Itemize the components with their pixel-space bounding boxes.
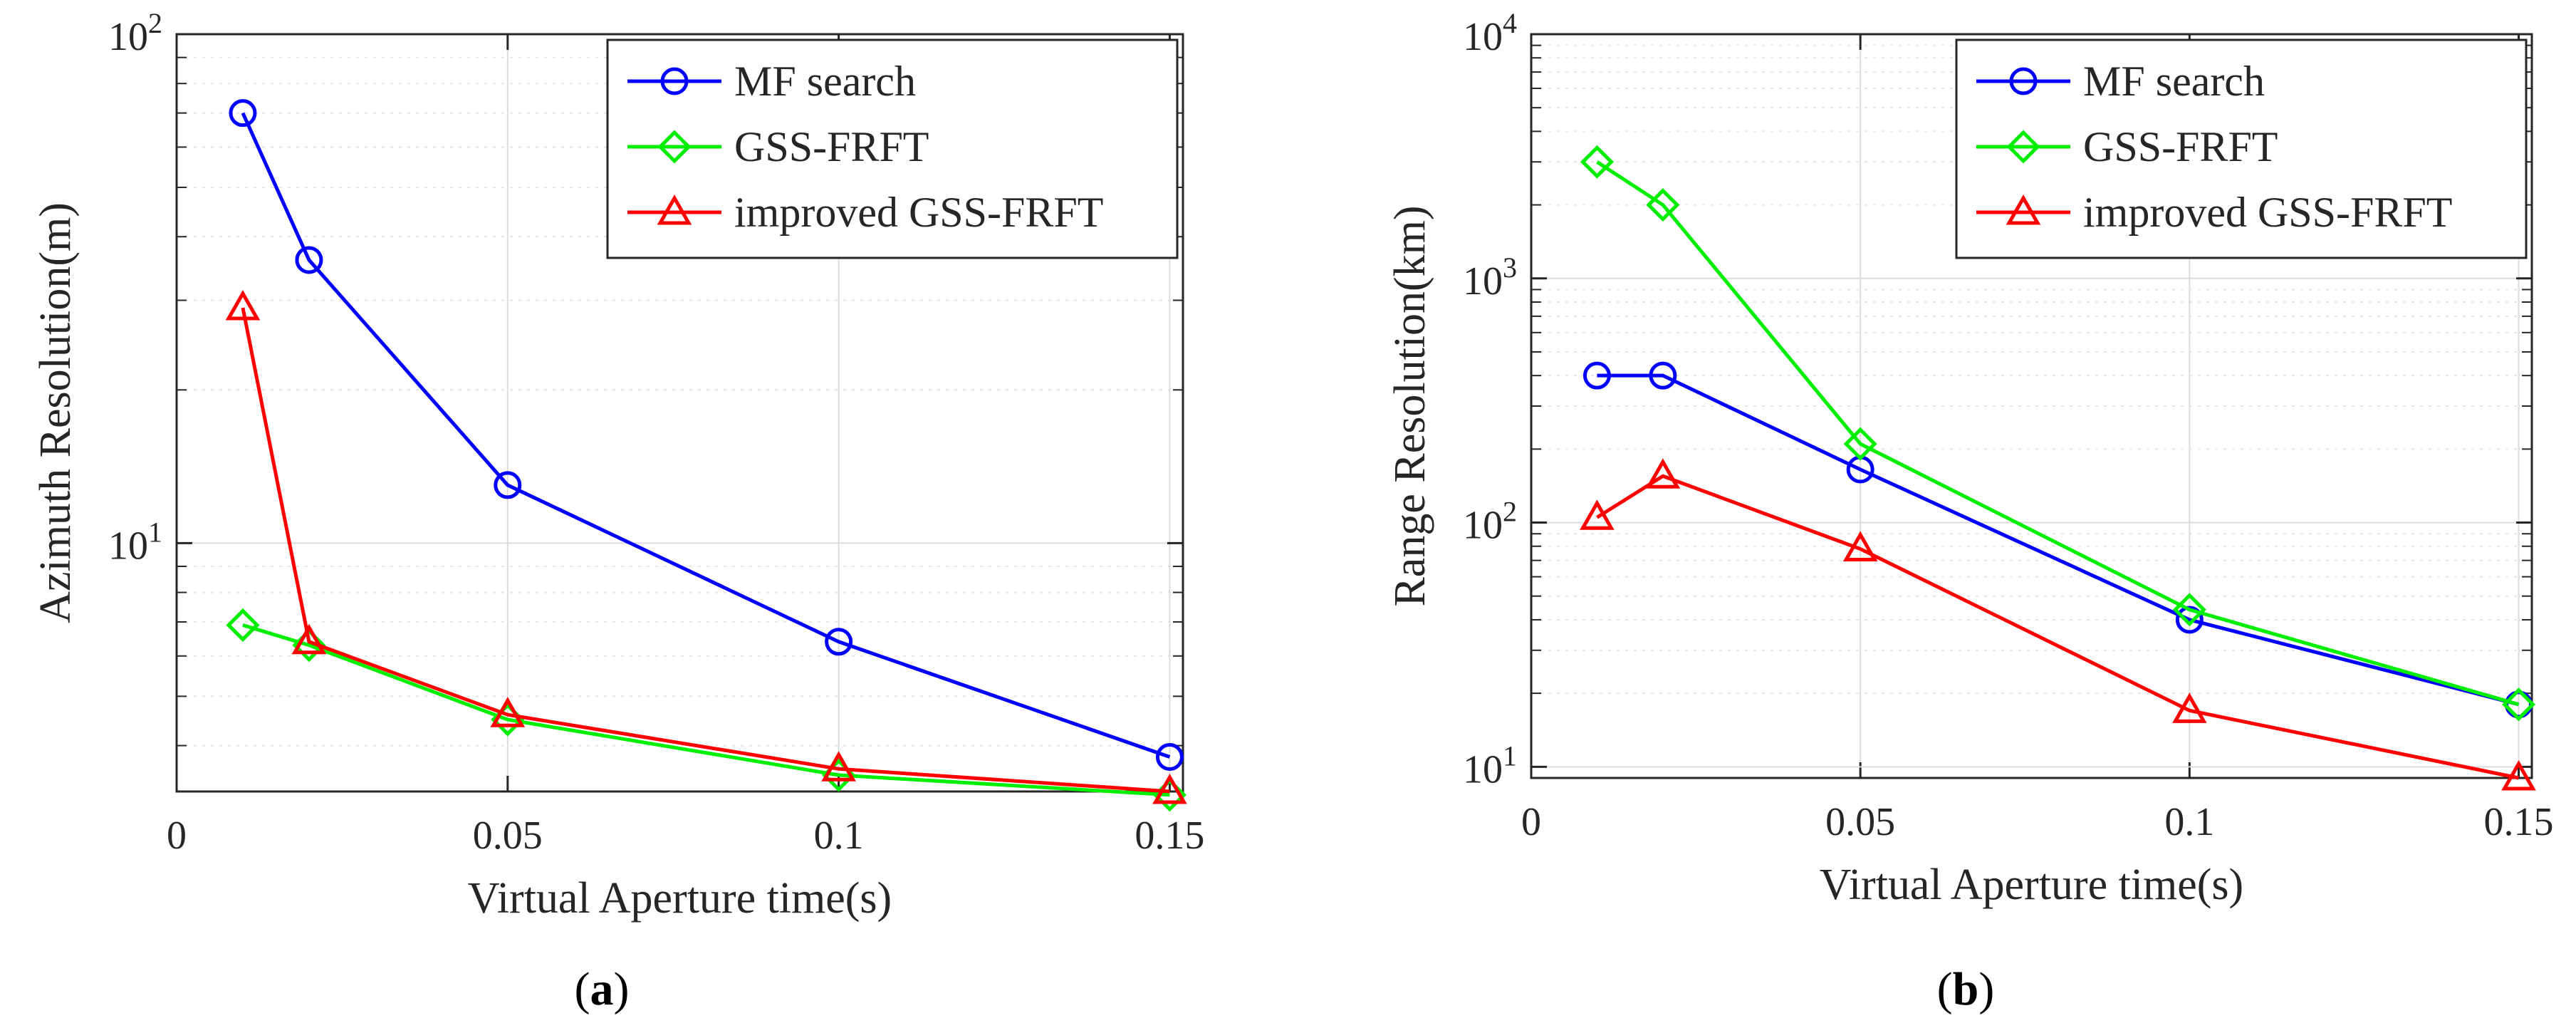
- series-1-point: [226, 608, 260, 642]
- legend-entry-0: MF search: [734, 58, 916, 105]
- y-tick-label-base: 10: [108, 524, 148, 568]
- y-tick-label-exponent: 2: [148, 7, 162, 39]
- series-2-point: [1580, 499, 1615, 530]
- x-tick-label: 0: [167, 814, 187, 858]
- series-0-point: [2175, 606, 2204, 634]
- series-line-0: [1597, 373, 2520, 707]
- series-2-point: [1645, 458, 1681, 489]
- series-1-point: [1843, 427, 1877, 461]
- series-0-point: [1582, 361, 1611, 390]
- y-tick-label-base: 10: [1463, 259, 1503, 303]
- series-2-point: [821, 751, 856, 782]
- x-tick-label: 0.1: [814, 814, 864, 858]
- caption-open-paren: (: [1937, 963, 1953, 1015]
- x-tick-label: 0.05: [1825, 800, 1895, 844]
- series-2-point: [291, 623, 327, 655]
- x-tick-label: 0.1: [2164, 800, 2214, 844]
- caption-open-paren: (: [575, 963, 590, 1015]
- y-axis-label: Range Resolution(km): [1386, 205, 1434, 606]
- y-tick-label-base: 10: [1463, 504, 1503, 548]
- y-tick-label: 104: [1463, 7, 1517, 59]
- series-1-point: [292, 628, 326, 663]
- caption-close-paren: ): [1978, 963, 1994, 1015]
- x-tick-label: 0.15: [1135, 814, 1204, 858]
- axes-box: [175, 33, 1184, 793]
- legend-marker-2: [657, 194, 692, 225]
- y-tick-label-exponent: 1: [1503, 739, 1517, 772]
- legend-entry-2: improved GSS-FRFT: [734, 189, 1103, 236]
- series-2-point: [225, 289, 261, 321]
- series-2-point: [1152, 773, 1187, 804]
- series-line-1: [242, 623, 1170, 797]
- series-1-point: [1646, 188, 1680, 222]
- series-2-point: [1842, 531, 1878, 562]
- legend-box: [1955, 38, 2528, 259]
- series-0-point: [1155, 742, 1184, 771]
- series-2-point: [490, 697, 526, 727]
- legend-entry-2: improved GSS-FRFT: [2083, 189, 2452, 236]
- caption-letter: a: [590, 963, 614, 1015]
- x-axis-label: Virtual Aperture time(s): [1820, 861, 2243, 909]
- legend-entry-1: GSS-FRFT: [2083, 123, 2278, 170]
- series-group: [1580, 145, 2536, 791]
- y-tick-label: 102: [108, 7, 162, 59]
- legend-marker-1: [2006, 130, 2040, 164]
- y-tick-label-base: 10: [1463, 747, 1503, 791]
- x-axis-label: Virtual Aperture time(s): [468, 874, 892, 923]
- y-tick-label: 103: [1463, 251, 1517, 303]
- series-2-point: [2501, 759, 2536, 791]
- series-1-point: [2501, 687, 2536, 722]
- caption-a: (a): [575, 963, 630, 1015]
- legend: MF search GSS-FRFT improved GSS-FRFT: [1955, 38, 2528, 259]
- series-line-2: [1596, 474, 2520, 780]
- series-line-2: [241, 307, 1170, 794]
- series-line-1: [1596, 160, 2520, 707]
- series-1-point: [2172, 593, 2206, 627]
- series-0-point: [295, 246, 323, 274]
- x-tick-label: 0.05: [473, 814, 543, 858]
- y-tick-label-exponent: 4: [1503, 7, 1517, 39]
- y-axis-label: Azimuth Resolution(m): [31, 202, 80, 623]
- caption-letter: b: [1953, 963, 1979, 1015]
- axes-box: [1530, 33, 2533, 779]
- series-group: [225, 99, 1187, 812]
- y-tick-label-exponent: 1: [148, 516, 162, 548]
- y-tick-label-exponent: 3: [1503, 251, 1517, 284]
- legend-box: [606, 38, 1179, 259]
- legend-marker-2: [2006, 194, 2041, 225]
- series-0-point: [825, 628, 853, 656]
- x-tick-label: 0: [1521, 800, 1541, 844]
- y-tick-label-exponent: 2: [1503, 496, 1517, 528]
- legend-marker-1: [657, 130, 692, 164]
- y-tick-label-base: 10: [108, 15, 148, 59]
- caption-b: (b): [1937, 963, 1995, 1015]
- y-tick-label-base: 10: [1463, 15, 1503, 59]
- series-1-point: [1580, 145, 1614, 179]
- y-tick-label: 101: [1463, 739, 1517, 791]
- series-0-point: [229, 99, 257, 128]
- caption-close-paren: ): [614, 963, 630, 1015]
- series-line-0: [241, 112, 1171, 759]
- series-0-point: [1649, 361, 1677, 390]
- series-2-point: [2172, 692, 2207, 723]
- legend-marker-0: [2009, 67, 2038, 95]
- y-tick-label: 101: [108, 516, 162, 568]
- series-0-point: [494, 471, 522, 499]
- x-tick-label: 0.15: [2484, 800, 2554, 844]
- legend-entry-0: MF search: [2083, 58, 2265, 105]
- legend: MF search GSS-FRFT improved GSS-FRFT: [606, 38, 1179, 259]
- y-tick-label: 102: [1463, 496, 1517, 548]
- legend-entry-1: GSS-FRFT: [734, 123, 929, 170]
- legend-marker-0: [660, 67, 689, 95]
